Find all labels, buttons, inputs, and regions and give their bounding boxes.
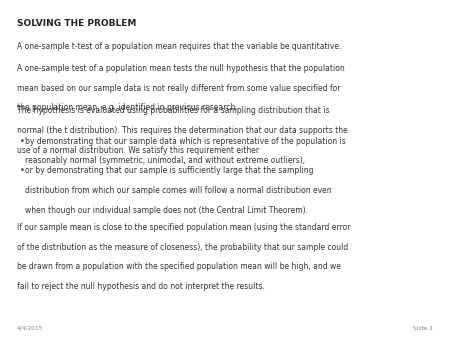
Text: normal (the t distribution). This requires the determination that our data suppo: normal (the t distribution). This requir…	[17, 126, 348, 135]
Text: mean based on our sample data is not really different from some value specified : mean based on our sample data is not rea…	[17, 84, 341, 93]
Text: be drawn from a population with the specified population mean will be high, and : be drawn from a population with the spec…	[17, 262, 341, 271]
Text: 4/4/2015: 4/4/2015	[17, 325, 44, 331]
Text: the population mean, e.g. identified in previous research.: the population mean, e.g. identified in …	[17, 103, 238, 113]
Text: If our sample mean is close to the specified population mean (using the standard: If our sample mean is close to the speci…	[17, 223, 351, 232]
Text: A one-sample test of a population mean tests the null hypothesis that the popula: A one-sample test of a population mean t…	[17, 64, 345, 73]
Text: Slide 1: Slide 1	[413, 325, 433, 331]
Text: reasonably normal (symmetric, unimodal, and without extreme outliers),: reasonably normal (symmetric, unimodal, …	[25, 156, 305, 166]
Text: The hypothesis is evaluated using probabilities for a sampling distribution that: The hypothesis is evaluated using probab…	[17, 106, 329, 116]
Text: •: •	[19, 166, 24, 175]
Text: A one-sample t-test of a population mean requires that the variable be quantitat: A one-sample t-test of a population mean…	[17, 42, 342, 51]
Text: by demonstrating that our sample data which is representative of the population : by demonstrating that our sample data wh…	[25, 137, 346, 146]
Text: use of a normal distribution. We satisfy this requirement either: use of a normal distribution. We satisfy…	[17, 146, 259, 155]
Text: SOLVING THE PROBLEM: SOLVING THE PROBLEM	[17, 19, 136, 28]
Text: •: •	[19, 137, 24, 146]
Text: of the distribution as the measure of closeness), the probability that our sampl: of the distribution as the measure of cl…	[17, 243, 348, 252]
Text: or by demonstrating that our sample is sufficiently large that the sampling: or by demonstrating that our sample is s…	[25, 166, 313, 175]
Text: when though our individual sample does not (the Central Limit Theorem).: when though our individual sample does n…	[25, 206, 308, 215]
Text: fail to reject the null hypothesis and do not interpret the results.: fail to reject the null hypothesis and d…	[17, 282, 265, 291]
Text: distribution from which our sample comes will follow a normal distribution even: distribution from which our sample comes…	[25, 186, 331, 195]
